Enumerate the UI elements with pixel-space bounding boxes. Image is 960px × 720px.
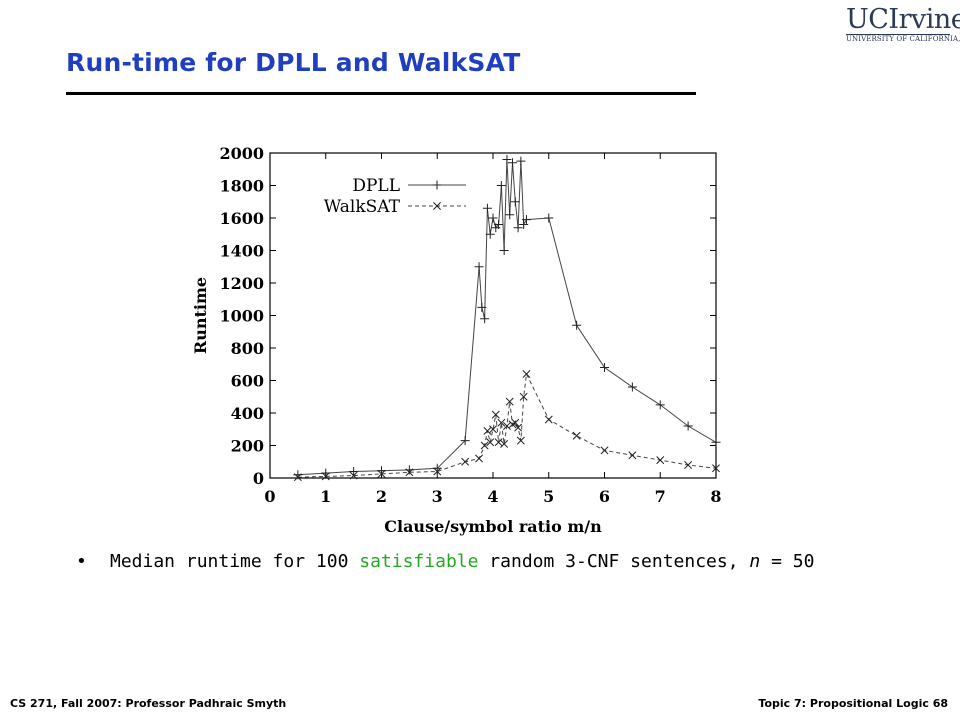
- data-point-walksat: [511, 418, 520, 427]
- data-point-dpll: [572, 320, 582, 330]
- x-axis-label: Clause/symbol ratio m/n: [384, 517, 602, 536]
- legend-label-walksat: WalkSAT: [324, 197, 401, 217]
- data-point-walksat: [480, 441, 489, 450]
- y-tick-label: 400: [231, 404, 264, 423]
- legend-marker-walksat: [433, 202, 441, 210]
- data-point-dpll: [655, 400, 665, 410]
- caption-text-mid: random 3-CNF sentences,: [478, 551, 750, 572]
- data-point-dpll: [516, 156, 526, 166]
- caption-bullet-item: • Median runtime for 100 satisfiable rand…: [76, 551, 814, 572]
- data-point-walksat: [500, 439, 509, 448]
- x-tick-label: 3: [432, 487, 443, 506]
- x-tick-label: 5: [543, 487, 554, 506]
- data-point-walksat: [514, 423, 523, 432]
- x-tick-label: 8: [710, 487, 721, 506]
- y-tick-label: 200: [231, 437, 264, 456]
- data-point-walksat: [628, 451, 637, 460]
- data-point-walksat: [475, 454, 484, 463]
- y-tick-label: 1000: [219, 307, 264, 326]
- y-tick-label: 800: [231, 339, 264, 358]
- data-point-dpll: [496, 181, 506, 190]
- data-point-dpll: [519, 220, 529, 229]
- data-point-walksat: [494, 438, 503, 447]
- x-tick-label: 2: [376, 487, 387, 506]
- data-point-walksat: [293, 473, 302, 482]
- data-point-walksat: [656, 456, 665, 465]
- data-point-walksat: [502, 422, 511, 430]
- data-point-walksat: [712, 464, 720, 473]
- logo-wordmark: UCIrvine: [846, 4, 960, 35]
- data-point-dpll: [482, 203, 492, 213]
- data-point-dpll: [683, 421, 693, 431]
- y-tick-label: 1800: [219, 177, 264, 196]
- data-point-walksat: [483, 426, 492, 435]
- runtime-chart: 0 200 400 600 800 1000 1200 1400 1600 1800 2000 0 1 2…: [191, 144, 722, 536]
- data-point-walksat: [405, 468, 414, 477]
- data-point-dpll: [508, 158, 518, 168]
- data-point-walksat: [544, 415, 553, 424]
- x-tick-label: 7: [655, 487, 666, 506]
- data-point-dpll: [627, 382, 637, 392]
- data-point-walksat: [321, 472, 330, 481]
- y-tick-label: 2000: [219, 144, 264, 163]
- data-point-walksat: [349, 471, 358, 480]
- data-point-dpll: [513, 223, 523, 233]
- title-rule: [66, 92, 696, 95]
- data-point-dpll: [460, 436, 470, 446]
- y-tick-label: 1400: [219, 242, 264, 261]
- y-tick-label: 600: [231, 372, 264, 391]
- data-point-walksat: [600, 446, 609, 455]
- data-point-walksat: [461, 457, 470, 466]
- footer-course: CS 271, Fall 2007: Professor Padhraic Sm…: [10, 697, 287, 710]
- caption-text-end: = 50: [760, 551, 815, 572]
- data-point-walksat: [433, 467, 442, 476]
- data-point-dpll: [480, 314, 490, 324]
- data-point-dpll: [521, 215, 531, 225]
- logo-subtitle: UNIVERSITY OF CALIFORNIA, IRVINE: [846, 34, 960, 43]
- data-point-dpll: [510, 197, 520, 207]
- x-tick-label: 4: [487, 487, 498, 506]
- data-point-dpll: [349, 467, 359, 476]
- data-point-walksat: [516, 436, 525, 445]
- data-point-dpll: [488, 213, 498, 223]
- data-point-dpll: [477, 302, 487, 312]
- x-tick-label: 6: [599, 487, 610, 506]
- data-point-walksat: [505, 397, 514, 406]
- university-logo: UCIrvine UNIVERSITY OF CALIFORNIA, IRVIN…: [846, 4, 960, 44]
- data-point-dpll: [711, 437, 721, 447]
- data-point-walksat: [377, 469, 386, 478]
- data-point-dpll: [474, 262, 484, 272]
- data-point-dpll: [494, 220, 504, 229]
- footer-topic-page: Topic 7: Propositional Logic 68: [758, 697, 948, 710]
- slide-title: Run-time for DPLL and WalkSAT: [66, 48, 521, 77]
- x-tick-label: 0: [264, 487, 275, 506]
- y-tick-label: 1600: [219, 209, 264, 228]
- x-tick-label: 1: [320, 487, 331, 506]
- data-point-dpll: [502, 155, 512, 164]
- data-point-dpll: [600, 363, 609, 372]
- caption-text-start: Median runtime for 100: [110, 551, 360, 572]
- legend-marker-dpll: [432, 180, 442, 190]
- data-point-walksat: [491, 410, 500, 419]
- data-point-walksat: [497, 418, 506, 427]
- data-point-walksat: [486, 438, 495, 447]
- data-point-walksat: [684, 461, 693, 469]
- data-point-dpll: [485, 229, 495, 239]
- data-point-walksat: [522, 370, 531, 378]
- y-tick-label: 0: [253, 469, 264, 488]
- data-point-dpll: [544, 213, 554, 223]
- data-point-walksat: [519, 392, 528, 401]
- caption-variable: n: [749, 551, 761, 572]
- y-axis-label: Runtime: [191, 277, 210, 354]
- y-tick-label: 1200: [219, 274, 264, 293]
- bullet-glyph: •: [76, 551, 87, 572]
- data-point-dpll: [505, 210, 515, 220]
- caption-highlight: satisfiable: [359, 551, 479, 572]
- legend-label-dpll: DPLL: [352, 176, 400, 196]
- data-point-dpll: [499, 246, 509, 255]
- data-point-walksat: [572, 431, 581, 440]
- series-line-dpll: [297, 159, 717, 476]
- data-point-dpll: [404, 465, 414, 475]
- data-point-walksat: [489, 425, 497, 434]
